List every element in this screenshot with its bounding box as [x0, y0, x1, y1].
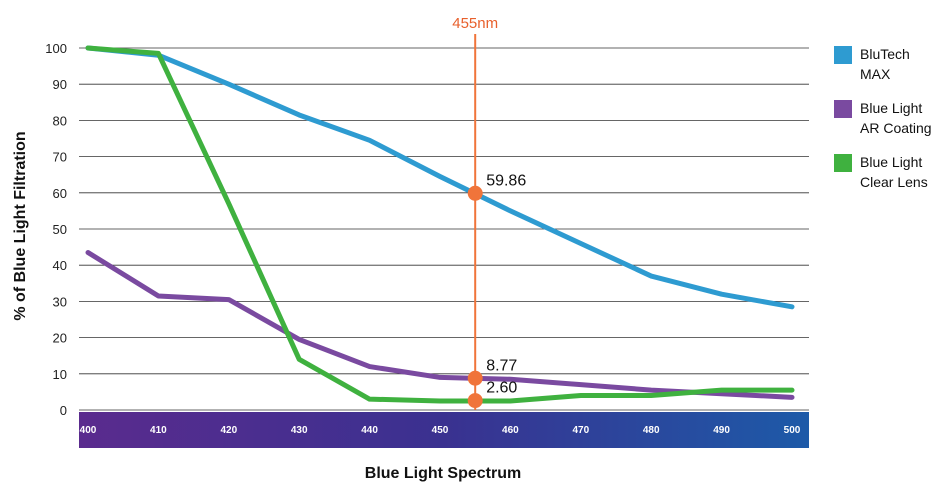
annotation-label: 59.86 — [486, 172, 526, 189]
y-tick-label: 30 — [53, 294, 67, 309]
y-tick-label: 40 — [53, 258, 67, 273]
legend-item-1: BluTech MAX — [834, 44, 945, 84]
y-tick-label: 0 — [60, 403, 67, 418]
x-tick-label: 400 — [80, 425, 97, 436]
legend-swatch — [834, 154, 852, 172]
x-tick-label: 440 — [361, 425, 378, 436]
legend-label: Blue Light AR Coating — [860, 100, 932, 136]
reference-line-label: 455nm — [452, 15, 498, 32]
x-tick-label: 420 — [220, 425, 237, 436]
legend-swatch — [834, 100, 852, 118]
x-tick-label: 470 — [572, 425, 589, 436]
spectrum-bar — [79, 412, 809, 448]
y-tick-label: 100 — [45, 41, 67, 56]
y-tick-label: 70 — [53, 150, 67, 165]
x-tick-label: 500 — [784, 425, 801, 436]
y-tick-label: 80 — [53, 113, 67, 128]
legend-swatch — [834, 46, 852, 64]
x-tick-label: 460 — [502, 425, 519, 436]
x-tick-label: 410 — [150, 425, 167, 436]
x-tick-label: 480 — [643, 425, 660, 436]
legend-item-2: Blue Light AR Coating — [834, 98, 945, 138]
legend: BluTech MAX Blue Light AR Coating Blue Lig… — [834, 44, 945, 206]
y-tick-label: 50 — [53, 222, 67, 237]
legend-item-3: Blue Light Clear Lens — [834, 152, 945, 192]
y-tick-label: 90 — [53, 77, 67, 92]
series-line-2 — [85, 250, 795, 400]
y-tick-label: 20 — [53, 331, 67, 346]
series-line-3 — [85, 45, 795, 404]
y-tick-label: 60 — [53, 186, 67, 201]
annotation-label: 2.60 — [486, 380, 517, 397]
x-tick-label: 490 — [713, 425, 730, 436]
annotation-point — [467, 185, 483, 201]
x-tick-label: 450 — [432, 425, 449, 436]
legend-label: Blue Light Clear Lens — [860, 154, 928, 190]
y-axis-title: % of Blue Light Filtration — [12, 131, 29, 320]
annotation-point — [467, 393, 483, 409]
x-tick-label: 430 — [291, 425, 308, 436]
y-tick-label: 10 — [53, 367, 67, 382]
x-axis-title: Blue Light Spectrum — [365, 465, 521, 482]
annotation-point — [467, 370, 483, 386]
annotation-label: 8.77 — [486, 357, 517, 374]
series-line-1 — [85, 45, 795, 310]
legend-label: BluTech MAX — [860, 46, 910, 82]
